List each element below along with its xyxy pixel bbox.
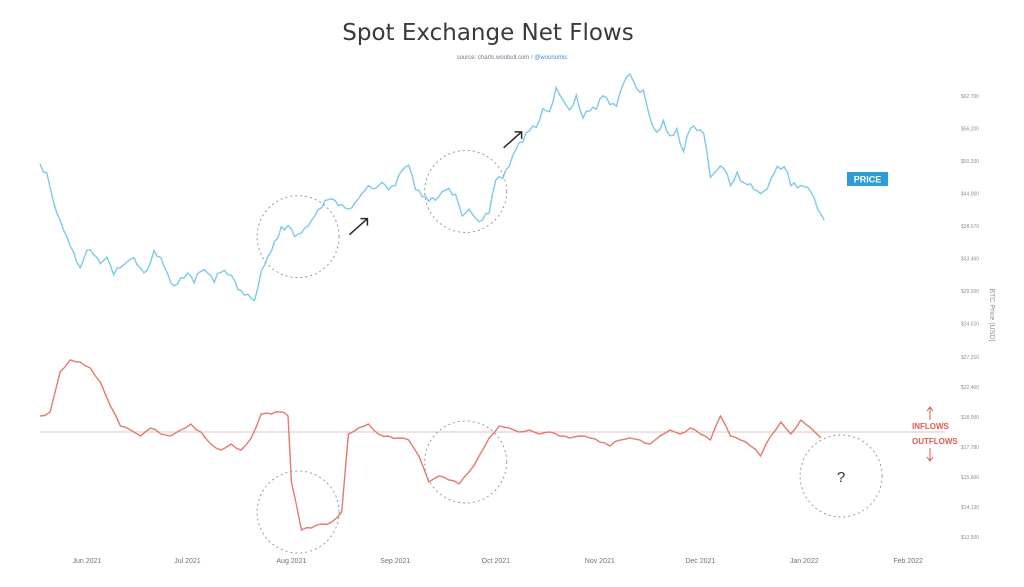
trend-arrow-head <box>360 217 369 226</box>
price-tick-label: $50,200 <box>961 159 979 165</box>
annotations: ? <box>256 131 883 554</box>
x-tick-label: Feb 2022 <box>893 558 923 565</box>
price-tick-label: $44,000 <box>961 192 979 198</box>
inflows-label: INFLOWS <box>912 422 950 431</box>
price-tick-label: $56,200 <box>961 127 979 133</box>
price-badge <box>847 172 888 186</box>
highlight-circle <box>256 195 340 279</box>
x-tick-label: Nov 2021 <box>585 558 615 565</box>
price-tick-label: $38,670 <box>961 224 979 230</box>
trend-arrow <box>503 131 523 149</box>
chart-title: Spot Exchange Net Flows <box>342 20 634 46</box>
trend-arrow-head <box>514 131 523 139</box>
flow-tick-label: $27,310 <box>961 355 979 361</box>
flow-tick-label: $18,000 <box>961 415 979 421</box>
trend-arrow <box>348 217 369 236</box>
x-tick-label: Aug 2021 <box>276 558 306 565</box>
x-tick-label: Dec 2021 <box>685 558 715 565</box>
price-badge-label: PRICE <box>854 175 882 185</box>
inflows-arrow-head <box>926 406 934 412</box>
x-tick-label: Sep 2021 <box>380 558 410 565</box>
source-handle: @woonomic <box>534 55 568 61</box>
x-tick-label: Jan 2022 <box>790 558 819 565</box>
x-tick-label: Jul 2021 <box>174 558 201 565</box>
flow-tick-label: $13,500 <box>961 535 979 541</box>
source-text: source: charts.woobull.com / <box>456 55 535 61</box>
trend-arrow-shaft <box>503 131 523 149</box>
price-tick-label: $62,700 <box>961 94 979 100</box>
right-axis-label: BTC Price (USD) <box>988 288 995 341</box>
outflows-label: OUTFLOWS <box>912 437 958 446</box>
price-tick-label: $33,460 <box>961 257 979 263</box>
price-tick-label: $29,200 <box>961 289 979 295</box>
net-flows-series-line <box>39 359 822 532</box>
flow-tick-label: $14,130 <box>961 505 979 511</box>
x-tick-label: Jun 2021 <box>73 558 102 565</box>
highlight-circle <box>424 149 508 233</box>
outflows-arrow-head <box>926 456 934 462</box>
highlight-circle <box>256 470 340 554</box>
right-axis: $62,700 $56,200 $50,200 $44,000 $38,670 $33,4… <box>961 94 979 541</box>
chart-source: source: charts.woobull.com / @woonomic <box>0 55 1024 61</box>
question-mark-label: ? <box>837 469 845 486</box>
highlight-circle <box>799 434 883 518</box>
price-series-line <box>39 72 825 302</box>
flow-tick-label: $17,780 <box>961 445 979 451</box>
trend-arrow-shaft <box>348 218 368 236</box>
x-axis: Jun 2021 Jul 2021 Aug 2021 Sep 2021 Oct 2021… <box>73 558 923 565</box>
highlight-circle <box>424 420 508 504</box>
x-tick-label: Oct 2021 <box>482 558 511 565</box>
flow-tick-label: $15,600 <box>961 475 979 481</box>
price-tick-label: $24,510 <box>961 322 979 328</box>
flow-tick-label: $22,460 <box>961 385 979 391</box>
